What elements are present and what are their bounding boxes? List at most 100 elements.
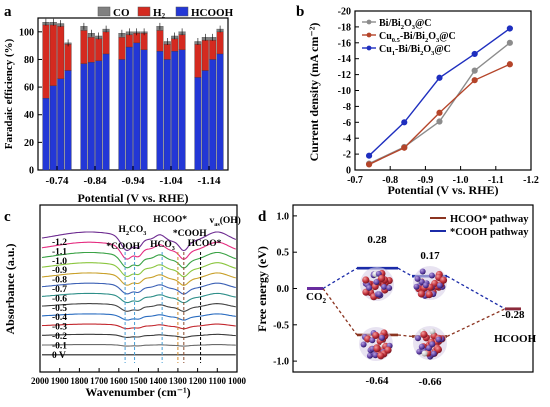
potential-label: -1.1 bbox=[52, 247, 67, 257]
energy-value: 0.17 bbox=[420, 250, 440, 262]
potential-label: -1.0 bbox=[52, 257, 67, 267]
x-axis-ticks: -0.7 -0.8 -0.9 -1.0 -1.1 -1.2 bbox=[347, 166, 539, 186]
potential-label: -0.5 bbox=[52, 304, 67, 314]
spectrum-curve bbox=[42, 333, 236, 338]
bar-hcooh bbox=[209, 59, 217, 171]
y-axis-ticks: 0 20 40 60 80 100 bbox=[19, 27, 42, 177]
legend-label: *COOH pathway bbox=[450, 227, 529, 238]
atom bbox=[384, 346, 392, 354]
atom bbox=[435, 336, 442, 343]
spectrum-curve bbox=[41, 272, 236, 286]
data-point bbox=[471, 50, 478, 58]
legend-label: HCOO* pathway bbox=[450, 214, 529, 225]
atom bbox=[378, 274, 386, 282]
atom bbox=[362, 276, 370, 284]
bar-hcooh bbox=[156, 51, 164, 171]
x-axis-label: Potential (V vs. RHE) bbox=[387, 183, 498, 197]
x-tick-label: 2000 bbox=[31, 376, 50, 386]
spectrum-curve bbox=[41, 292, 236, 304]
energy-value: -0.66 bbox=[419, 376, 442, 388]
data-point bbox=[365, 161, 373, 168]
potential-label: -0.2 bbox=[52, 332, 67, 342]
bar-hcooh bbox=[171, 51, 179, 171]
bar-hcooh bbox=[118, 59, 126, 171]
y-tick-label: -1.0 bbox=[273, 357, 289, 368]
bar-h2 bbox=[95, 38, 103, 61]
annotation-label: HCOO* bbox=[153, 215, 187, 225]
panel-b-current-density-chart: b 0-2-4-6-8-10-12-14-16-18-20 -0.7 -0.8 -0… bbox=[296, 4, 539, 197]
y-axis-label: Free energy (eV) bbox=[255, 246, 269, 332]
y-tick-label: -4 bbox=[343, 134, 351, 145]
legend-label: Cu0.5-Bi/Bi2O3@C bbox=[379, 31, 456, 44]
x-axis-ticks: 2000 1900 1800 1700 1600 1500 1400 1300 1200 1100… bbox=[31, 368, 247, 386]
legend-label: Cu1-Bi/Bi2O3@C bbox=[379, 44, 451, 57]
spectrum-curve bbox=[41, 231, 237, 252]
spectrum-curve bbox=[41, 282, 236, 295]
bar-h2 bbox=[156, 30, 164, 52]
bar-hcooh bbox=[133, 42, 141, 171]
atom bbox=[369, 337, 376, 344]
data-point bbox=[436, 109, 443, 116]
annotation-label: H2CO3 bbox=[119, 225, 147, 237]
band-markers bbox=[124, 252, 202, 363]
legend: CO H2 HCOOH bbox=[97, 6, 234, 20]
bar-h2 bbox=[171, 38, 179, 52]
y-tick-label: 20 bbox=[24, 138, 34, 149]
y-tick-label: 0 bbox=[29, 166, 34, 177]
catalyst-cluster bbox=[413, 266, 448, 300]
x-tick-label: -0.94 bbox=[122, 175, 145, 187]
potential-label: -0.1 bbox=[52, 341, 67, 351]
annotation-label: *COOH bbox=[173, 229, 207, 239]
legend-swatch-h2 bbox=[137, 6, 151, 17]
potential-label: -0.9 bbox=[52, 266, 67, 276]
spectrum-curve bbox=[41, 323, 236, 330]
panel-d-free-energy-diagram: d 1.0 0.5 0.0 -0.5 -1.0 Free energy (eV) 0.2… bbox=[255, 204, 537, 388]
atom bbox=[434, 346, 442, 354]
data-point bbox=[436, 118, 443, 125]
atom bbox=[372, 331, 380, 339]
y-tick-label: -6 bbox=[343, 118, 351, 129]
atom bbox=[418, 343, 425, 350]
x-tick-label: 1900 bbox=[51, 376, 70, 386]
data-point bbox=[471, 77, 478, 84]
x-axis-label: Potential (V vs. RHE) bbox=[77, 191, 188, 205]
bar-h2 bbox=[216, 31, 224, 55]
y-tick-label: 0.0 bbox=[277, 284, 290, 295]
bar-hcooh bbox=[80, 63, 88, 171]
atom bbox=[413, 283, 420, 290]
atom bbox=[421, 350, 428, 357]
y-tick-label: -12 bbox=[338, 70, 351, 81]
bar-hcooh bbox=[42, 97, 50, 171]
x-tick-label: -1.1 bbox=[488, 175, 504, 186]
connector-line bbox=[322, 288, 358, 336]
x-tick-label: 1000 bbox=[228, 376, 247, 386]
bar-h2 bbox=[178, 34, 186, 50]
atom bbox=[429, 341, 436, 348]
x-tick-label: -1.14 bbox=[198, 175, 221, 187]
bar-hcooh bbox=[49, 85, 57, 171]
x-tick-label: -0.9 bbox=[417, 175, 433, 186]
x-axis-ticks: -0.74 -0.84 -0.94 -1.04 -1.14 bbox=[46, 166, 221, 187]
state-label-hcooh: HCOOH bbox=[494, 333, 537, 345]
atom bbox=[425, 291, 433, 299]
data-point bbox=[436, 74, 443, 81]
catalyst-clusters bbox=[359, 266, 448, 361]
legend-marker bbox=[366, 32, 372, 38]
y-tick-label: -0.5 bbox=[273, 320, 289, 331]
legend-label-hcooh: HCOOH bbox=[191, 7, 234, 19]
y-tick-label: 0 bbox=[346, 166, 351, 177]
y-axis-label: Absorbance (a.u.) bbox=[3, 243, 17, 334]
x-tick-label: 1400 bbox=[149, 376, 168, 386]
x-axis-label: Wavenumber (cm⁻¹) bbox=[85, 385, 190, 399]
state-label-co2: CO2 bbox=[306, 291, 327, 305]
legend-label-h2: H2 bbox=[153, 7, 166, 20]
bar-hcooh bbox=[125, 46, 133, 171]
panel-a-faradaic-efficiency-chart: a 0 20 40 60 80 100 -0.74 -0.84 -0.94 -1.04 -1.14… bbox=[3, 4, 234, 205]
legend-swatch-hcooh bbox=[175, 6, 189, 17]
potential-label: -0.3 bbox=[52, 323, 67, 333]
spectrum-curve bbox=[41, 313, 236, 321]
x-tick-label: -1.2 bbox=[523, 175, 539, 186]
atom bbox=[429, 328, 436, 335]
